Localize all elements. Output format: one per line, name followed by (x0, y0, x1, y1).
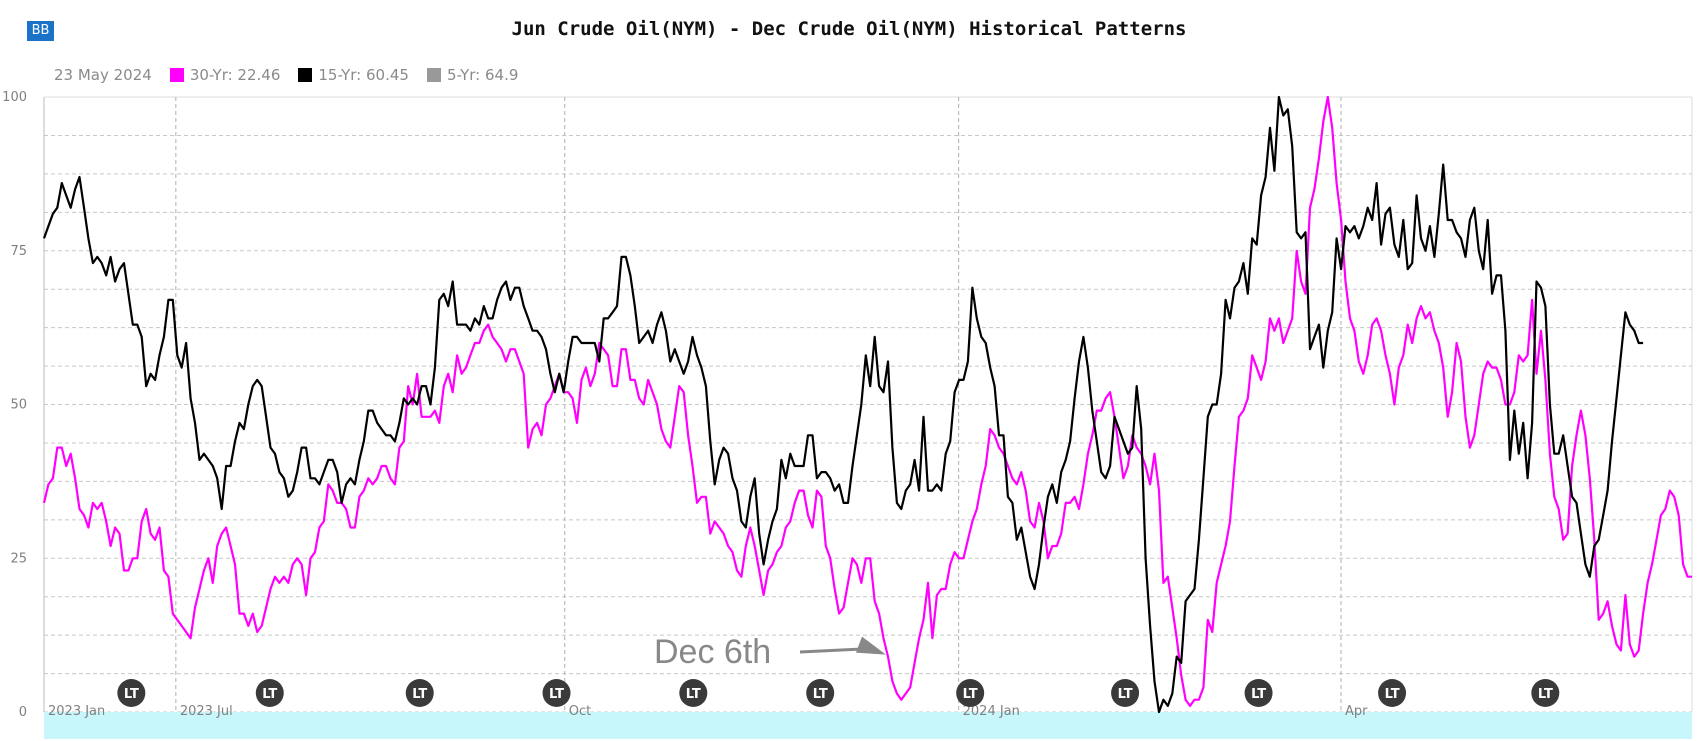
lt-marker (405, 679, 434, 707)
lt-marker-label: LT (1385, 687, 1400, 702)
lt-marker (806, 679, 835, 707)
series-line-30-yr (42, 95, 1692, 708)
grid (43, 96, 1693, 713)
lt-marker-label: LT (686, 687, 701, 702)
x-axis: 2023 Jan 2023 Jul Oct 2024 Jan Apr (48, 704, 1368, 719)
legend-swatch-5yr (426, 68, 441, 82)
lt-marker (1244, 679, 1273, 707)
legend: 23 May 2024 30-Yr: 22.46 15-Yr: 60.45 5-… (54, 66, 536, 84)
legend-item-15yr[interactable]: 15-Yr: 60.45 (298, 66, 409, 84)
legend-label-15yr: 15-Yr: 60.45 (318, 66, 409, 84)
lt-marker-label: LT (813, 687, 828, 702)
legend-item-30yr[interactable]: 30-Yr: 22.46 (169, 66, 281, 84)
lt-marker-label: LT (549, 687, 564, 702)
chart-title: Jun Crude Oil(NYM) - Dec Crude Oil(NYM) … (511, 18, 1187, 40)
lt-markers: LT LT LT LT LT LT LT LT LT LT LT (117, 679, 1560, 707)
legend-item-5yr[interactable]: 5-Yr: 64.9 (426, 66, 519, 84)
bb-button[interactable]: BB (27, 21, 54, 41)
annotation-text: Dec 6th (654, 633, 771, 671)
lt-marker-label: LT (1118, 687, 1133, 702)
lt-marker (117, 679, 146, 707)
legend-date: 23 May 2024 (54, 66, 152, 84)
series-layer (42, 95, 1692, 714)
x-tick-label: Oct (569, 704, 591, 719)
navigator-fill (44, 712, 1692, 739)
lt-marker (542, 679, 571, 707)
annotation: Dec 6th (654, 633, 886, 671)
lt-marker-label: LT (1251, 687, 1266, 702)
lt-marker (679, 679, 708, 707)
lt-marker-label: LT (1538, 687, 1553, 702)
navigator-band[interactable] (44, 712, 1692, 739)
y-tick-label: 100 (2, 90, 27, 105)
y-tick-label: 75 (10, 244, 27, 259)
lt-marker-label: LT (963, 687, 978, 702)
lt-marker (1111, 679, 1140, 707)
series-line-15-yr (42, 95, 1644, 714)
legend-label-30yr: 30-Yr: 22.46 (189, 66, 281, 84)
lt-marker-label: LT (262, 687, 277, 702)
y-axis: 0 25 50 75 100 (2, 90, 27, 720)
lt-marker (255, 679, 284, 707)
legend-label-5yr: 5-Yr: 64.9 (446, 66, 519, 84)
legend-swatch-15yr (298, 68, 313, 82)
x-tick-label: 2023 Jan (48, 704, 105, 719)
x-tick-label: 2024 Jan (963, 704, 1020, 719)
legend-swatch-30yr (169, 68, 184, 82)
lt-marker-label: LT (412, 687, 427, 702)
y-tick-label: 0 (19, 705, 27, 720)
y-tick-label: 25 (10, 551, 27, 566)
x-tick-label: 2023 Jul (180, 704, 233, 719)
y-tick-label: 50 (10, 398, 27, 413)
lt-marker (956, 679, 985, 707)
annotation-arrow-head (855, 636, 886, 655)
lt-marker (1531, 679, 1560, 707)
lt-marker-label: LT (124, 687, 139, 702)
lt-marker (1378, 679, 1407, 707)
x-tick-label: Apr (1345, 704, 1368, 719)
